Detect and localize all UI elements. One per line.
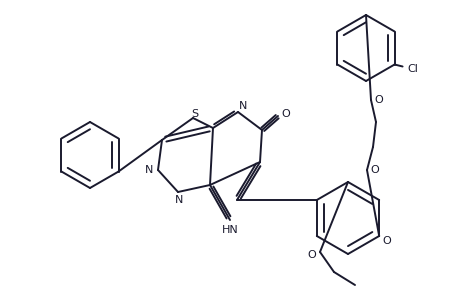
Text: S: S [191,109,199,119]
Text: O: O [307,250,316,260]
Text: Cl: Cl [407,63,418,74]
Text: O: O [371,165,379,175]
Text: N: N [145,165,153,175]
Text: O: O [282,109,290,119]
Text: O: O [375,95,384,105]
Text: HN: HN [222,225,238,235]
Text: N: N [239,101,247,111]
Text: N: N [175,195,183,205]
Text: O: O [383,236,391,246]
